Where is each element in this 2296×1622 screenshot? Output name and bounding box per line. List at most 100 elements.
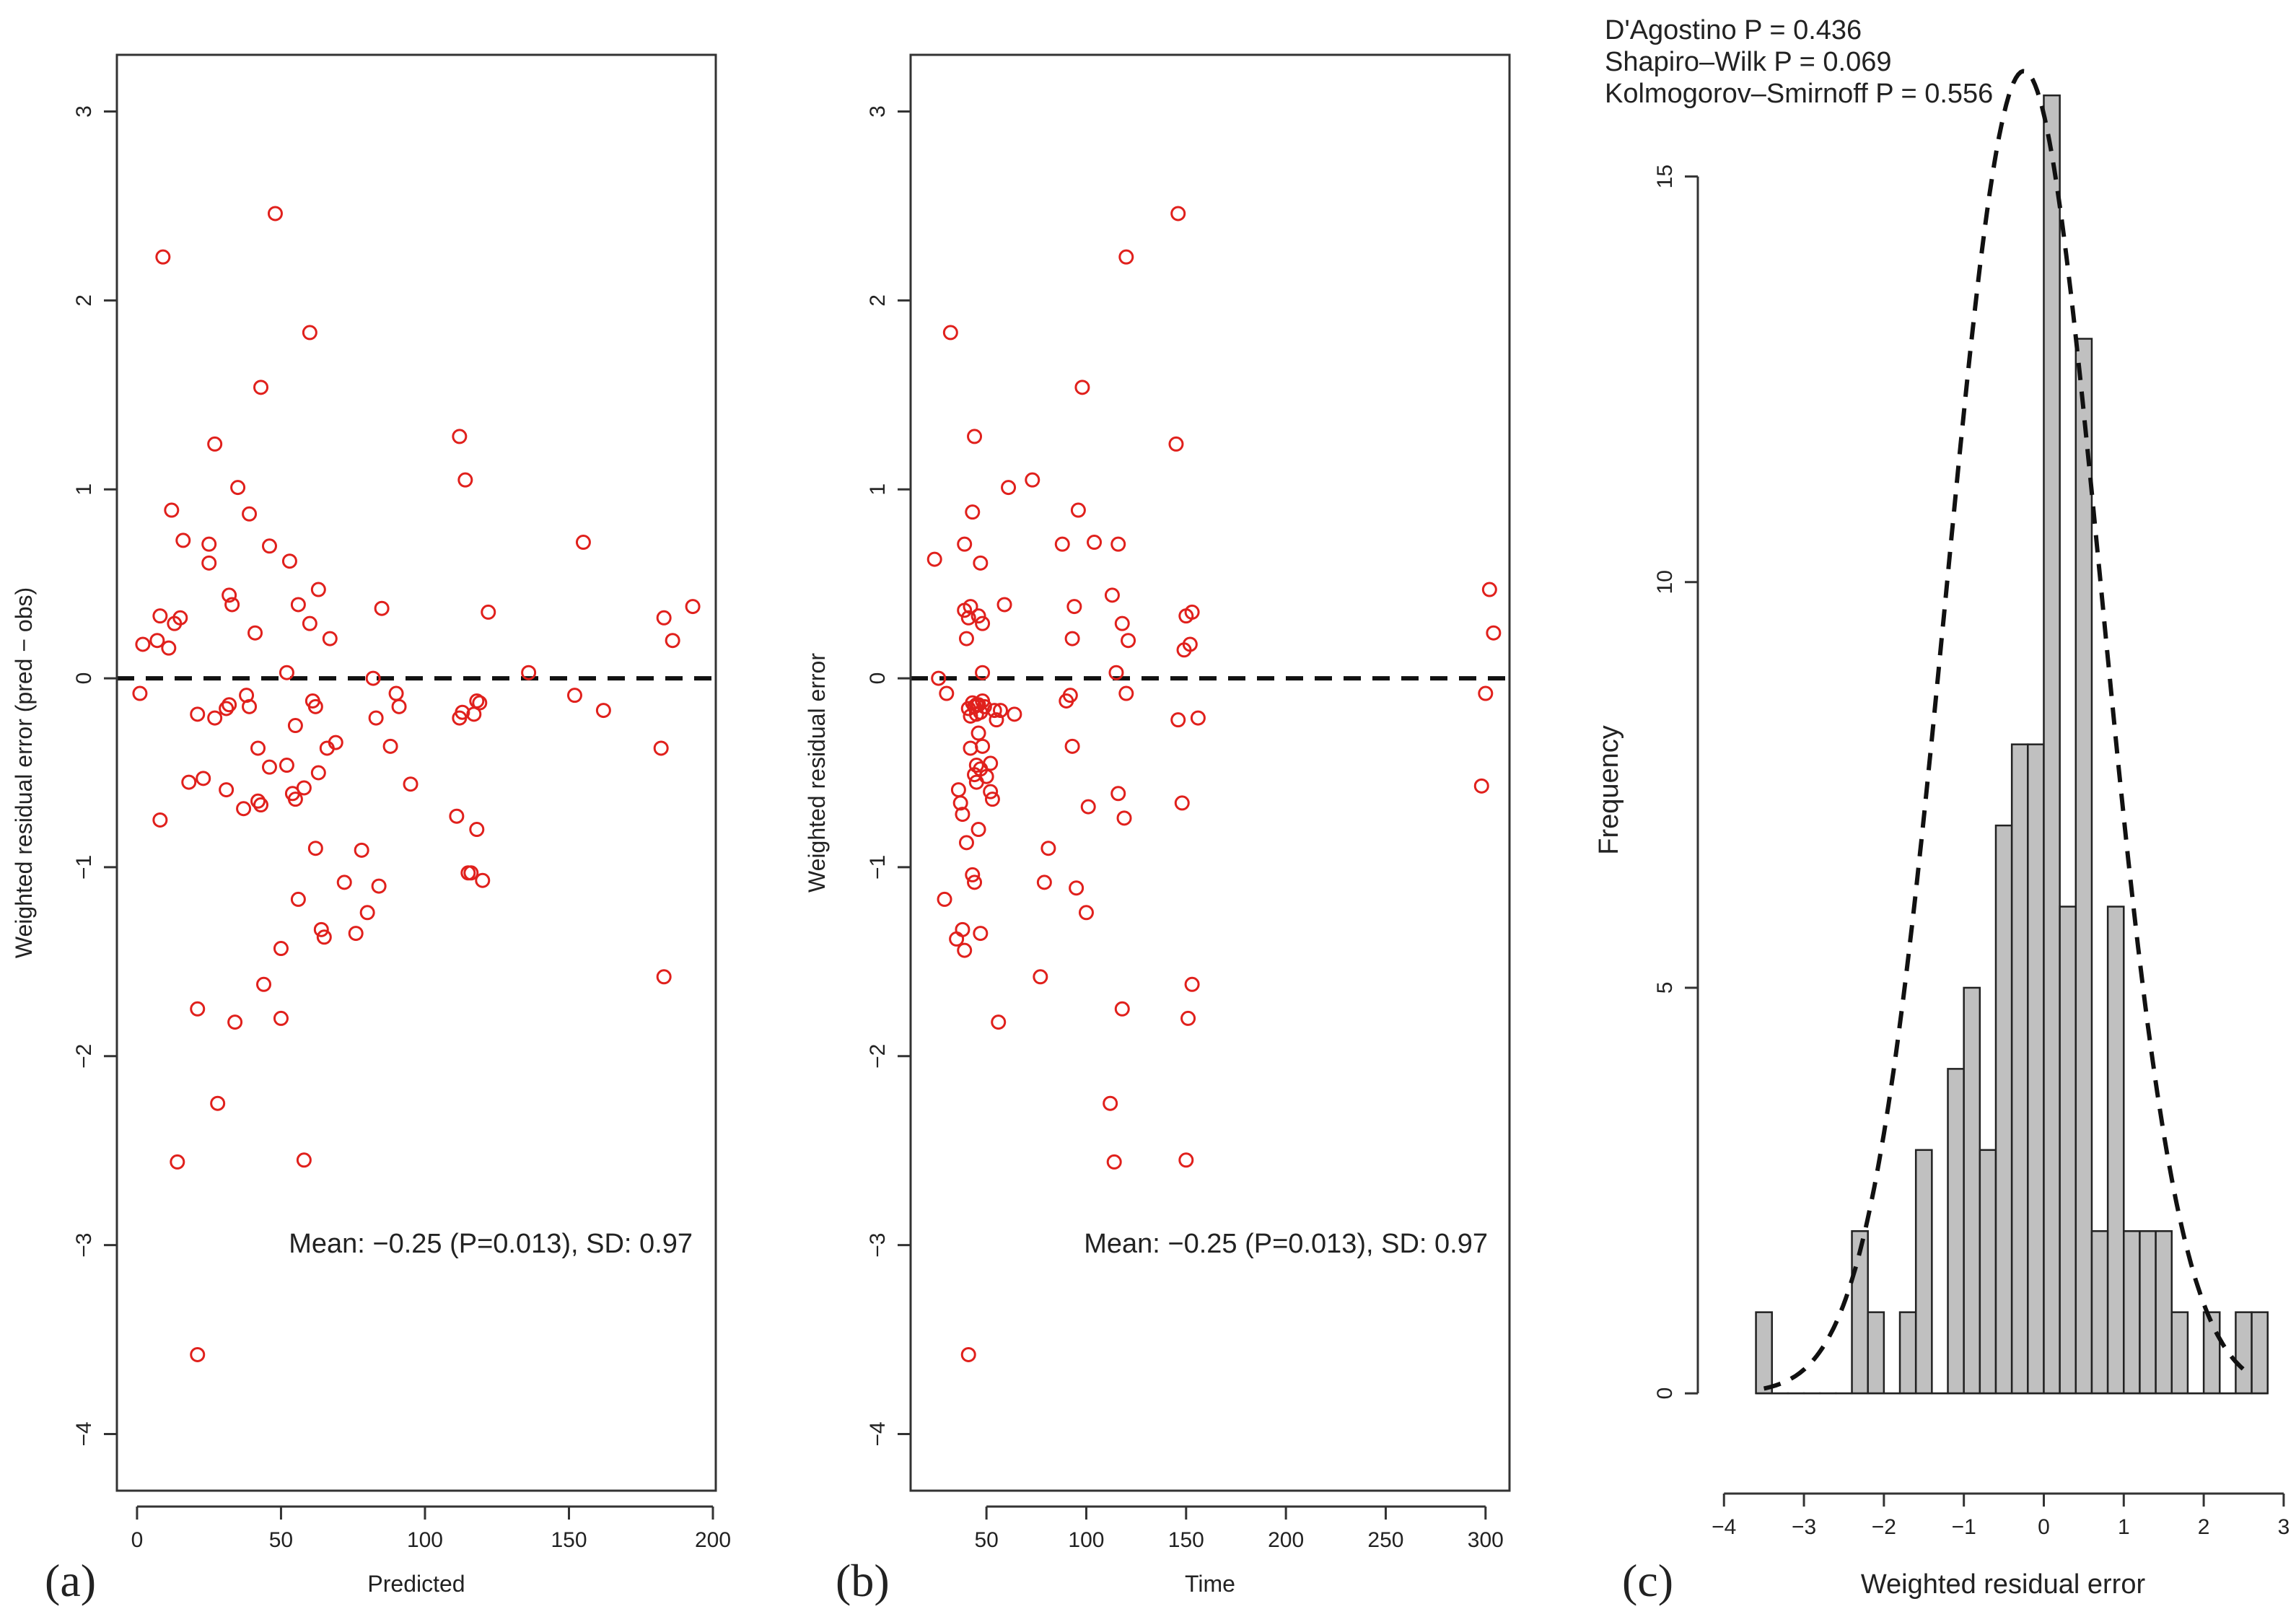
panel-a-point bbox=[190, 706, 206, 722]
panel-a-point bbox=[190, 1346, 206, 1362]
panel-a-point bbox=[449, 808, 465, 824]
panel-b-point bbox=[967, 429, 983, 444]
panel-a-point bbox=[403, 776, 419, 792]
panel-c-histogram-bar bbox=[1947, 1068, 1965, 1395]
panel-b-x-tick-label: 50 bbox=[974, 1528, 998, 1552]
panel-a-point bbox=[307, 698, 323, 714]
panel-b-point bbox=[965, 504, 981, 520]
panel-a-point bbox=[310, 765, 326, 781]
panel-b-point bbox=[937, 891, 952, 907]
panel-a-point bbox=[250, 740, 266, 756]
panel-a-x-tick-label: 150 bbox=[551, 1528, 587, 1552]
panel-a-point bbox=[287, 792, 303, 807]
panel-a-point bbox=[307, 841, 323, 856]
panel-b-y-tick-label: 1 bbox=[866, 483, 890, 496]
panel-b-point bbox=[983, 755, 999, 771]
panel-a-y-tick-label: 1 bbox=[72, 483, 96, 496]
panel-b-point bbox=[1118, 249, 1134, 265]
panel-a-point bbox=[253, 797, 269, 813]
panel-b-point bbox=[1062, 688, 1078, 703]
panel-b-point bbox=[984, 792, 1000, 807]
panel-a-point bbox=[164, 502, 180, 518]
panel-b-point bbox=[973, 926, 989, 942]
panel-a-point bbox=[481, 604, 496, 620]
panel-b-point bbox=[965, 867, 981, 882]
panel-a-point bbox=[371, 878, 387, 894]
panel-c-x-tick-label: 2 bbox=[2198, 1515, 2210, 1539]
panel-a-point bbox=[302, 615, 317, 631]
panel-a-point bbox=[365, 670, 381, 686]
panel-b-point bbox=[963, 599, 978, 615]
panel-a-point bbox=[279, 665, 294, 680]
panel-a-point bbox=[219, 701, 235, 716]
panel-a-point bbox=[359, 905, 375, 921]
panel-b-point bbox=[1473, 778, 1489, 794]
panel-c-histogram-bar bbox=[2074, 338, 2093, 1395]
panel-a-point bbox=[472, 695, 488, 711]
panel-a-point bbox=[316, 929, 332, 945]
panel-a-point bbox=[328, 735, 343, 750]
panel-b-x-label: Time bbox=[1185, 1571, 1235, 1597]
panel-a-point bbox=[161, 640, 177, 656]
panel-b-point bbox=[1103, 1095, 1118, 1111]
panel-b-point bbox=[1110, 536, 1126, 552]
panel-a-point bbox=[201, 536, 217, 552]
panel-a-point bbox=[656, 610, 672, 626]
panel-b-point bbox=[1106, 1154, 1122, 1170]
panel-a-x-tick-label: 0 bbox=[131, 1528, 144, 1552]
panel-c-x-tick-label: −1 bbox=[1952, 1515, 1976, 1539]
panel-a-point bbox=[463, 865, 479, 881]
panel-a-point bbox=[521, 665, 537, 680]
panel-c-normal-curve bbox=[1763, 69, 2245, 1391]
panel-a-point bbox=[207, 710, 223, 726]
panel-a-point bbox=[296, 1152, 312, 1168]
panel-a-point bbox=[247, 625, 263, 641]
panel-c-y-tick-label: 15 bbox=[1653, 165, 1677, 188]
panel-b-point bbox=[1087, 535, 1103, 551]
panel-b-point bbox=[1178, 1152, 1194, 1168]
panel-a-point bbox=[190, 1001, 206, 1017]
panel-c-y-axis: 0 5 10 15 bbox=[1653, 165, 1699, 1399]
panel-b-x-tick-label: 100 bbox=[1068, 1528, 1104, 1552]
panel-b-y-label: Weighted residual error bbox=[804, 653, 830, 893]
panel-b-x-tick-label: 200 bbox=[1268, 1528, 1304, 1552]
panel-a-x-label: Predicted bbox=[367, 1571, 465, 1597]
panel-b-point bbox=[1104, 587, 1120, 603]
panel-c-histogram-bar bbox=[2202, 1311, 2221, 1395]
panel-a-point bbox=[374, 600, 390, 616]
panel-a-point bbox=[219, 782, 235, 798]
panel-a-x-axis: 0 50 100 150 200 bbox=[131, 1505, 731, 1552]
panel-b-point bbox=[1184, 976, 1200, 992]
panel-b-point bbox=[970, 608, 986, 624]
panel-a-point bbox=[469, 822, 485, 838]
panel-b-point bbox=[1108, 665, 1124, 680]
panel-a-point bbox=[256, 976, 272, 992]
panel-b-point bbox=[970, 725, 986, 741]
panel-b-point bbox=[1001, 480, 1017, 496]
panel-b-point bbox=[1078, 905, 1094, 921]
panel-b-point bbox=[970, 822, 986, 838]
panel-b-point bbox=[1121, 633, 1136, 649]
panel-b-y-tick-label: 3 bbox=[866, 105, 890, 118]
panel-c-stat-shapiro-wilk: Shapiro–Wilk P = 0.069 bbox=[1605, 47, 1891, 77]
panel-b-y-tick-label: −2 bbox=[866, 1044, 890, 1069]
panel-c-histogram-bar bbox=[2235, 1311, 2253, 1395]
panel-b-point bbox=[942, 325, 958, 341]
panel-b-point bbox=[1116, 810, 1132, 826]
panel-a-point bbox=[175, 532, 191, 548]
panel-a-point bbox=[455, 704, 470, 720]
panel-c-x-tick-label: 0 bbox=[2038, 1515, 2050, 1539]
panel-b-point bbox=[973, 555, 989, 571]
panel-a-point bbox=[391, 698, 407, 714]
panel-b-point bbox=[996, 597, 1012, 613]
panel-a-point bbox=[336, 874, 352, 890]
panel-b-point bbox=[1025, 472, 1040, 488]
panel-a-point bbox=[313, 921, 329, 937]
panel-b-point bbox=[1486, 625, 1502, 641]
panel-b-label: (b) bbox=[836, 1555, 890, 1606]
panel-b-point bbox=[926, 551, 942, 567]
panel-b-point bbox=[986, 703, 1002, 719]
panel-a-point bbox=[170, 1154, 185, 1170]
panel-c-histogram-bar bbox=[2139, 1229, 2157, 1395]
panel-a-point bbox=[665, 633, 680, 649]
